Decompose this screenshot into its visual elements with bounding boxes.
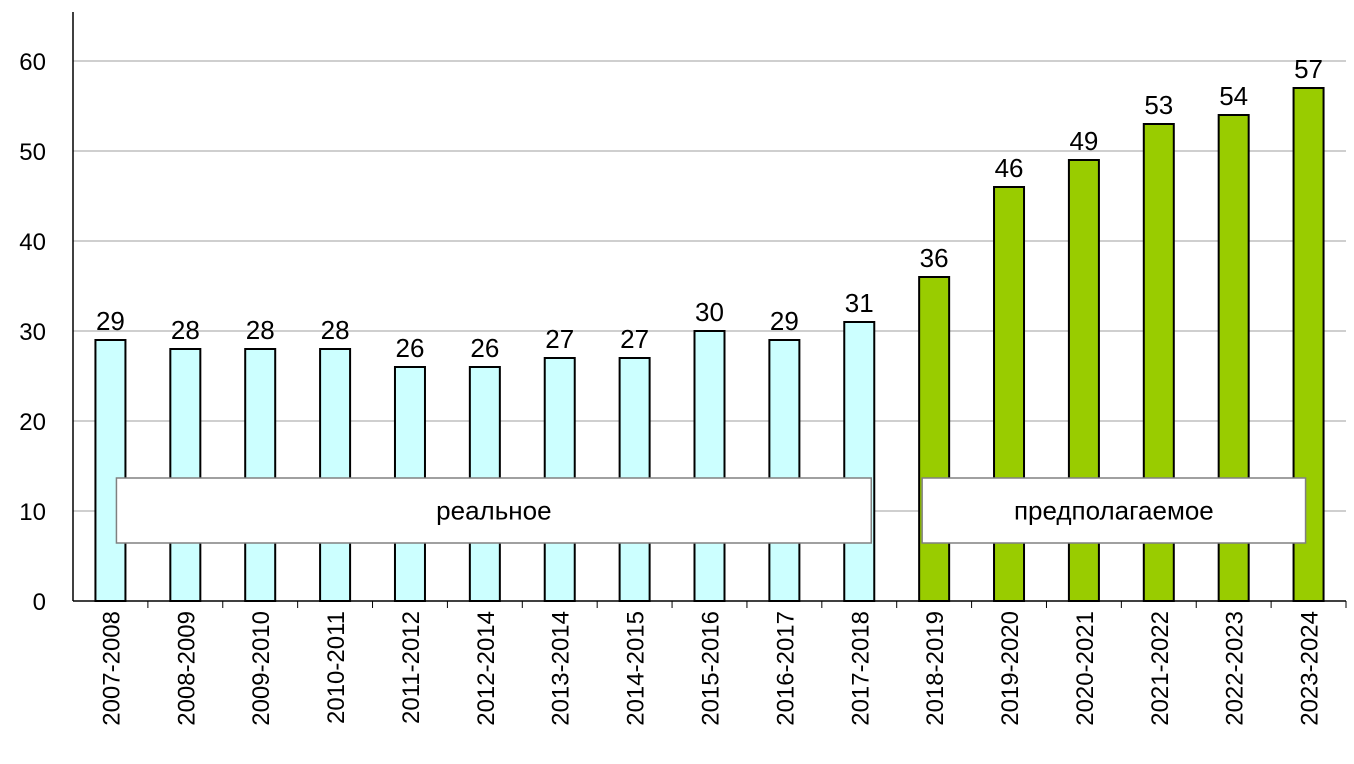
y-tick-labels: 0 10 20 30 40 50 60: [19, 49, 46, 616]
group-annotations: реальное предполагаемое: [115, 477, 1307, 544]
x-tick-label: 2009-2010: [248, 611, 275, 726]
data-labels: 29 28 28 28 26 26 27 27 30 29 31 36 46 49 53 54 57: [96, 54, 1323, 363]
x-tick-label: 2022-2023: [1222, 611, 1249, 726]
data-label: 46: [995, 153, 1024, 183]
bar: [169, 348, 202, 602]
x-tick-label: 2013-2014: [548, 611, 575, 726]
data-label: 29: [770, 306, 799, 336]
data-label: 28: [246, 315, 275, 345]
x-tick-label: 2016-2017: [772, 611, 799, 726]
bar: [843, 321, 876, 602]
bar: [94, 339, 127, 602]
x-tick-label: 2019-2020: [997, 611, 1024, 726]
y-tick-label: 60: [19, 49, 46, 76]
data-label: 49: [1069, 126, 1098, 156]
x-tick-label: 2011-2012: [398, 611, 425, 724]
x-tick-label: 2020-2021: [1072, 611, 1099, 726]
x-tick-label: 2010-2011: [323, 611, 350, 724]
bar: [768, 339, 801, 602]
axes: [72, 12, 1347, 608]
data-label: 26: [470, 333, 499, 363]
data-label: 31: [845, 288, 874, 318]
data-label: 26: [396, 333, 425, 363]
data-label: 28: [171, 315, 200, 345]
y-tick-label: 30: [19, 319, 46, 346]
x-tick-label: 2017-2018: [847, 611, 874, 726]
group-label: предполагаемое: [1014, 496, 1214, 526]
data-label: 54: [1219, 81, 1248, 111]
x-tick-label: 2008-2009: [173, 611, 200, 726]
x-tick-label: 2012-2014: [473, 611, 500, 726]
bar: [918, 276, 951, 602]
data-label: 29: [96, 306, 125, 336]
data-label: 53: [1144, 90, 1173, 120]
data-label: 28: [321, 315, 350, 345]
data-label: 36: [920, 243, 949, 273]
bar: [319, 348, 352, 602]
data-label: 30: [695, 297, 724, 327]
data-label: 57: [1294, 54, 1323, 84]
data-label: 27: [545, 324, 574, 354]
x-tick-label: 2015-2016: [698, 611, 725, 726]
group-label: реальное: [436, 496, 551, 526]
y-tick-label: 20: [19, 409, 46, 436]
y-tick-label: 40: [19, 229, 46, 256]
group-box: [115, 477, 873, 544]
x-tick-label: 2007-2008: [98, 611, 125, 726]
x-tick-label: 2018-2019: [922, 611, 949, 726]
bar: [693, 330, 726, 602]
x-tick-label: 2021-2022: [1147, 611, 1174, 726]
x-tick-label: 2014-2015: [623, 611, 650, 726]
bar: [244, 348, 277, 602]
y-tick-label: 50: [19, 139, 46, 166]
x-tick-labels: 2007-2008 2008-2009 2009-2010 2010-2011 2011…: [98, 611, 1323, 726]
group-box: [921, 477, 1307, 544]
x-tick-label: 2023-2024: [1297, 611, 1324, 726]
y-tick-label: 0: [33, 589, 46, 616]
y-tick-label: 10: [19, 499, 46, 526]
data-label: 27: [620, 324, 649, 354]
